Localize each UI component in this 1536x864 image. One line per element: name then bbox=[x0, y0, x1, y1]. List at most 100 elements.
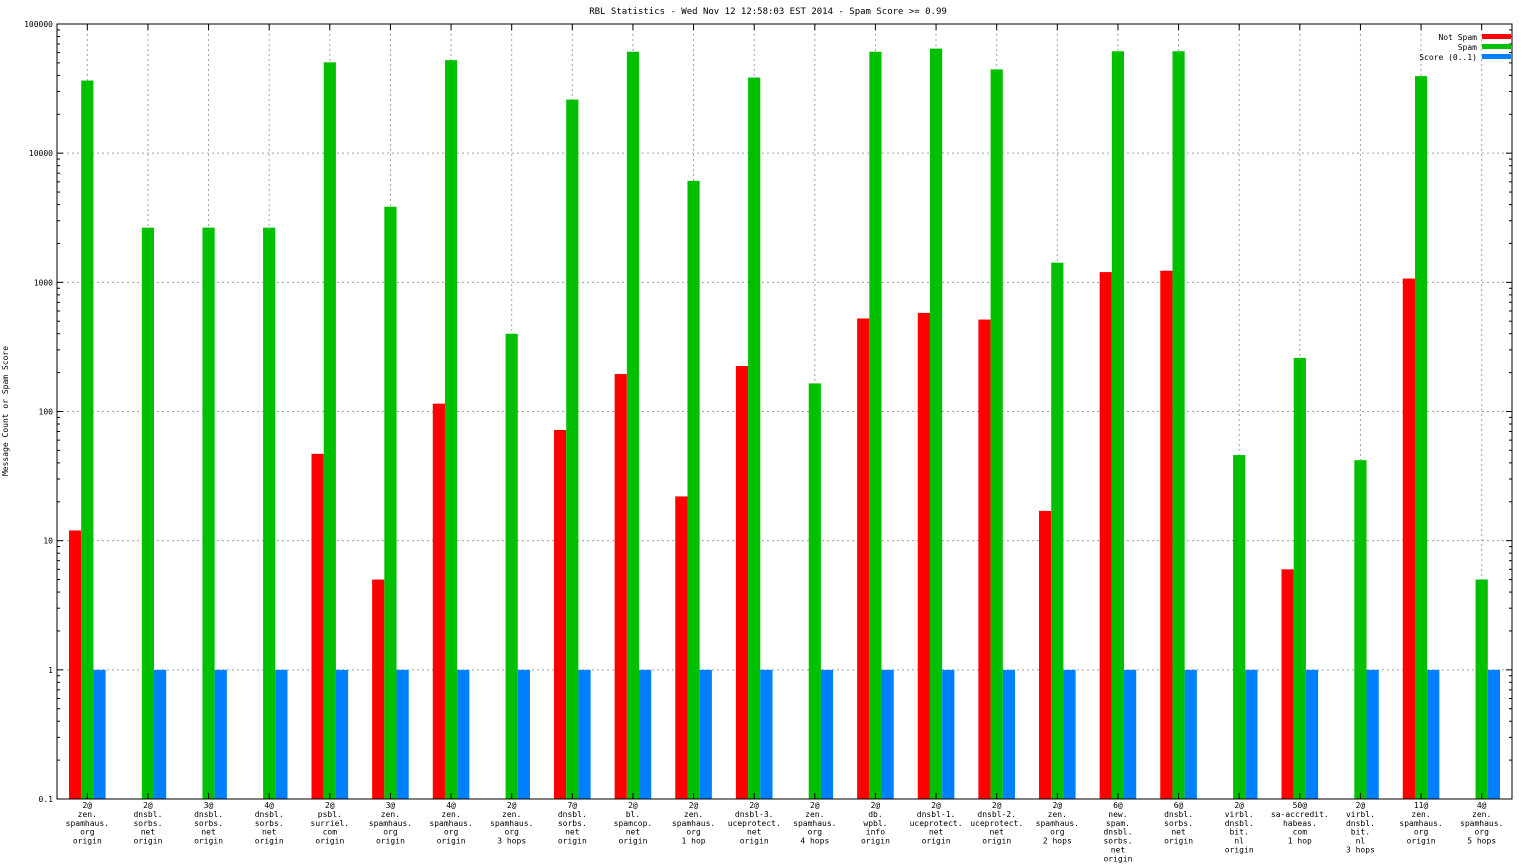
y-tick-label: 100000 bbox=[24, 20, 53, 29]
y-axis-label: Message Count or Spam Score bbox=[1, 346, 10, 476]
x-tick-label-line: com bbox=[1293, 828, 1308, 837]
x-tick-label: 2@ dnsbl-1. uceprotect. net origin bbox=[910, 801, 963, 846]
bar-not-spam bbox=[69, 530, 82, 799]
x-tick-label-line: spamhaus. bbox=[1036, 819, 1079, 828]
bar-score-0-1 bbox=[820, 669, 834, 799]
x-tick-label-line: psbl. bbox=[318, 810, 342, 819]
x-tick-label-line: db. bbox=[868, 810, 882, 819]
x-tick-label-line: origin bbox=[1103, 854, 1132, 863]
x-tick-label-line: 3@ bbox=[386, 801, 396, 810]
x-tick-label-line: net bbox=[1171, 828, 1186, 837]
x-tick-label-line: dnsbl-2. bbox=[977, 810, 1016, 819]
y-tick-label: 1000 bbox=[34, 278, 53, 287]
bar-spam bbox=[1051, 262, 1064, 800]
x-tick-label-line: 4@ bbox=[446, 801, 456, 810]
x-tick-label-line: origin bbox=[740, 837, 769, 846]
x-tick-label-line: wpbl. bbox=[863, 819, 887, 828]
x-tick-label: 2@ zen. spamhaus. org 1 hop bbox=[672, 801, 715, 846]
bar-score-0-1 bbox=[1184, 669, 1197, 799]
legend-swatch bbox=[1482, 54, 1511, 59]
bar-score-0-1 bbox=[1427, 669, 1440, 799]
bar-spam bbox=[1354, 460, 1367, 799]
x-tick-label-line: net bbox=[929, 828, 944, 837]
x-tick-label-line: org bbox=[444, 828, 459, 837]
bar-spam bbox=[1293, 357, 1306, 799]
x-tick-label: 4@ dnsbl. sorbs. net origin bbox=[255, 801, 284, 846]
x-tick-label: 4@ zen. spamhaus. org 5 hops bbox=[1460, 801, 1503, 846]
x-tick-label: 4@ zen. spamhaus. org origin bbox=[429, 801, 472, 846]
y-tick-label: 10000 bbox=[29, 149, 53, 158]
x-tick-label-line: spamhaus. bbox=[672, 819, 715, 828]
x-tick-label-line: 3@ bbox=[204, 801, 214, 810]
x-tick-label-line: sorbs. bbox=[194, 819, 223, 828]
bar-score-0-1 bbox=[335, 669, 349, 799]
x-tick-label-line: 6@ bbox=[1174, 801, 1184, 810]
x-tick-label-line: 2@ bbox=[749, 801, 759, 810]
x-tick-label-line: origin bbox=[861, 837, 890, 846]
bar-not-spam bbox=[432, 403, 445, 799]
bar-spam bbox=[505, 333, 518, 799]
bar-spam bbox=[990, 69, 1003, 799]
x-tick-label-line: 50@ bbox=[1293, 801, 1308, 810]
x-tick-label-line: zen. bbox=[502, 810, 521, 819]
x-tick-label-line: zen. bbox=[381, 810, 400, 819]
x-tick-label-line: org bbox=[80, 828, 95, 837]
x-tick-label-line: 6@ bbox=[1113, 801, 1123, 810]
bar-score-0-1 bbox=[1487, 669, 1500, 799]
x-tick-label-line: dnsbl. bbox=[133, 810, 162, 819]
x-tick-label-line: origin bbox=[73, 837, 102, 846]
y-tick-labels: 0.1 1 10 100 1000 10000 100000 bbox=[24, 20, 53, 804]
x-tick-label-line: sorbs. bbox=[558, 819, 587, 828]
x-tick-label-line: sorbs. bbox=[1164, 819, 1193, 828]
x-tick-label-line: com bbox=[323, 828, 338, 837]
bar-score-0-1 bbox=[154, 669, 167, 799]
x-tick-label-line: dnsbl. bbox=[1164, 810, 1193, 819]
bar-not-spam bbox=[1281, 569, 1294, 799]
x-tick-label: 2@ zen. spamhaus. org origin bbox=[66, 801, 109, 846]
legend-label: Score (0..1) bbox=[1419, 53, 1477, 62]
x-tick-label-line: spamhaus. bbox=[429, 819, 472, 828]
x-tick-label-line: uceprotect. bbox=[728, 819, 781, 828]
x-tick-label-line: zen. bbox=[1048, 810, 1067, 819]
bar-not-spam bbox=[1099, 272, 1112, 800]
bar-score-0-1 bbox=[881, 669, 894, 799]
y-tick-label: 100 bbox=[39, 408, 54, 417]
bar-spam bbox=[1111, 51, 1125, 799]
x-tick-label-line: origin bbox=[255, 837, 284, 846]
x-tick-label-line: org bbox=[1050, 828, 1065, 837]
x-tick-label-line: origin bbox=[437, 837, 466, 846]
bar-not-spam bbox=[1160, 270, 1173, 799]
x-tick-label-line: sa-accredit. bbox=[1271, 810, 1329, 819]
x-tick-label-line: 5 hops bbox=[1467, 837, 1496, 846]
bar-not-spam bbox=[311, 453, 324, 799]
x-tick-label-line: zen. bbox=[1472, 810, 1491, 819]
x-tick-label: 3@ dnsbl. sorbs. net origin bbox=[194, 801, 223, 846]
x-tick-label-line: spamcop. bbox=[614, 819, 653, 828]
x-tick-label-line: uceprotect. bbox=[910, 819, 963, 828]
x-tick-label: 2@ zen. spamhaus. org 3 hops bbox=[490, 801, 533, 846]
x-tick-label: 3@ zen. spamhaus. org origin bbox=[369, 801, 412, 846]
x-tick-label-line: net bbox=[201, 828, 216, 837]
x-tick-label: 2@ virbl. dnsbl. bit. nl origin bbox=[1225, 801, 1254, 855]
x-tick-label-line: net bbox=[747, 828, 762, 837]
x-tick-label-line: origin bbox=[194, 837, 223, 846]
x-tick-label: 2@ dnsbl-2. uceprotect. net origin bbox=[970, 801, 1023, 846]
x-tick-label: 2@ virbl. dnsbl. bit. nl 3 hops bbox=[1346, 801, 1375, 855]
x-tick-label-line: org bbox=[1474, 828, 1489, 837]
legend-label: Spam bbox=[1458, 43, 1477, 52]
x-tick-label: 2@ zen. spamhaus. org 4 hops bbox=[793, 801, 836, 846]
bar-score-0-1 bbox=[1002, 669, 1015, 799]
x-tick-label-line: 2@ bbox=[1052, 801, 1062, 810]
bar-score-0-1 bbox=[699, 669, 712, 799]
x-tick-label-line: zen. bbox=[684, 810, 703, 819]
x-tick-label-line: 2@ bbox=[143, 801, 153, 810]
x-tick-label-line: spamhaus. bbox=[369, 819, 412, 828]
x-tick-label-line: org bbox=[383, 828, 398, 837]
bar-not-spam bbox=[735, 366, 749, 799]
bar-not-spam bbox=[917, 312, 930, 799]
x-tick-label-line: dnsbl. bbox=[1103, 828, 1132, 837]
x-tick-label-line: sorbs. bbox=[133, 819, 162, 828]
x-tick-label-line: net bbox=[626, 828, 641, 837]
bar-not-spam bbox=[372, 579, 385, 799]
